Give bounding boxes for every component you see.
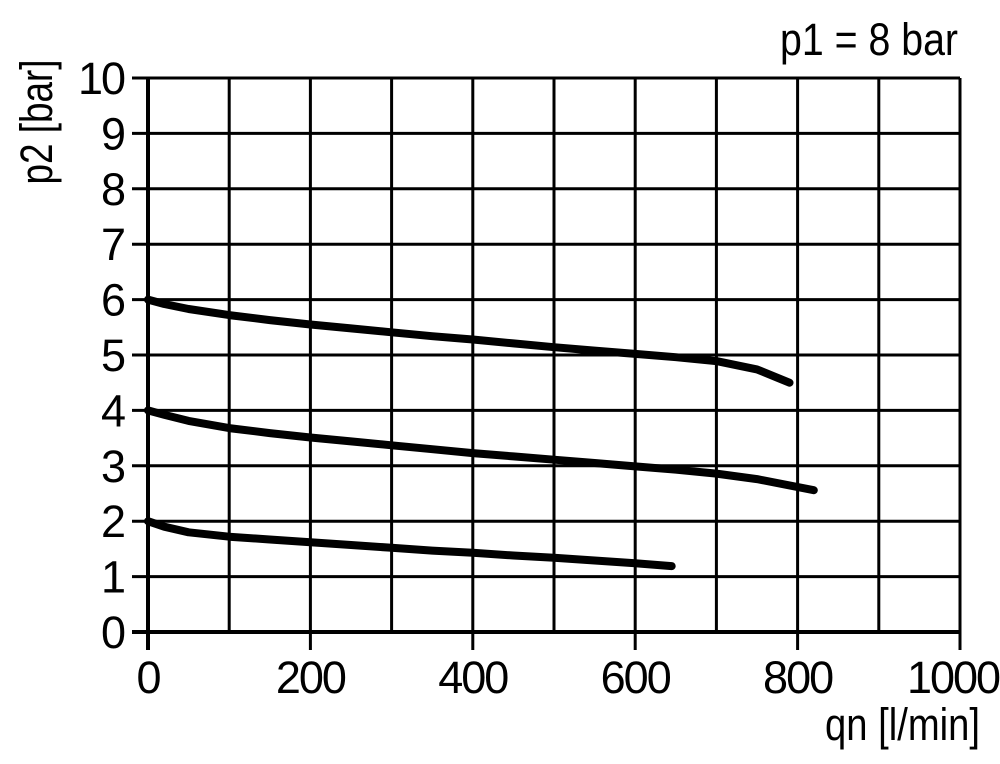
y-tick-label: 4 xyxy=(101,385,125,436)
y-tick-label: 8 xyxy=(101,164,125,215)
gridlines xyxy=(132,76,962,650)
curve-set-pressure-4-bar xyxy=(144,406,818,495)
y-tick-label: 7 xyxy=(101,219,124,270)
y-tick-label: 6 xyxy=(101,275,125,326)
x-tick-label: 600 xyxy=(601,652,671,703)
x-tick-labels: 0 200 400 600 800 1000 xyxy=(136,652,1000,703)
y-tick-label: 1 xyxy=(101,552,124,603)
x-tick-label: 0 xyxy=(136,652,160,703)
x-axis-label: qn [l/min] xyxy=(825,699,980,750)
annotation-p1: p1 = 8 bar xyxy=(780,14,958,65)
x-tick-label: 1000 xyxy=(907,652,1000,703)
y-tick-label: 9 xyxy=(101,108,124,159)
curve-set-pressure-2-bar xyxy=(144,517,676,571)
y-tick-label: 5 xyxy=(101,330,125,381)
x-tick-label: 800 xyxy=(763,652,833,703)
y-tick-label: 3 xyxy=(101,441,125,492)
y-tick-label: 10 xyxy=(78,53,125,104)
curves xyxy=(144,295,818,571)
y-tick-label: 2 xyxy=(101,496,124,547)
x-tick-label: 200 xyxy=(276,652,346,703)
y-tick-label: 0 xyxy=(101,607,125,658)
y-axis-label: p2 [bar] xyxy=(11,60,62,185)
curve-set-pressure-6-bar xyxy=(144,295,794,387)
x-tick-label: 400 xyxy=(438,652,508,703)
